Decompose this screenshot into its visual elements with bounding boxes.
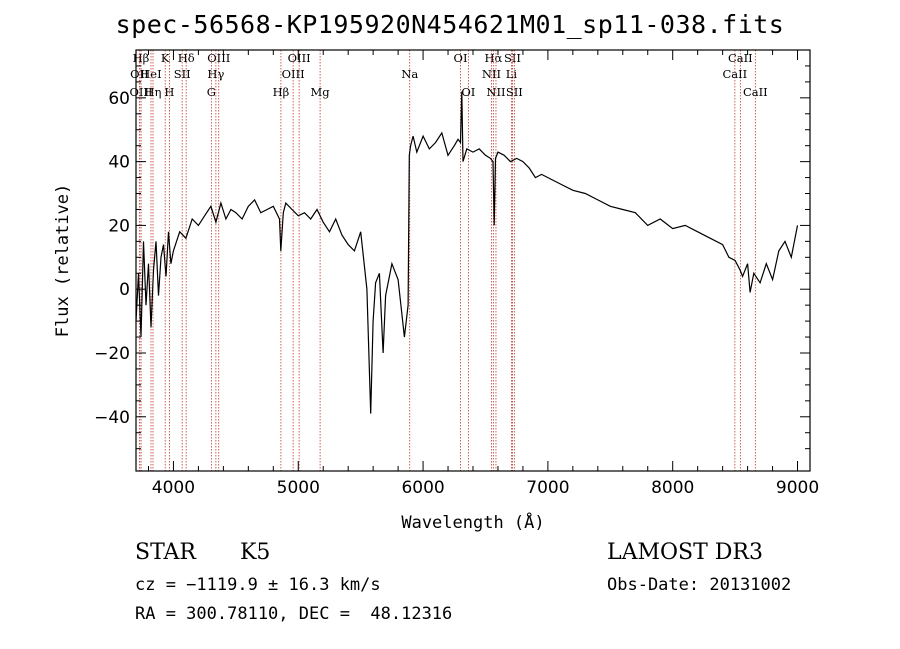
- observation-date: Obs-Date: 20131002: [607, 575, 792, 595]
- x-tick-label: 5000: [277, 478, 320, 498]
- x-tick-label: 7000: [526, 478, 569, 498]
- y-tick-label: 0: [119, 280, 130, 300]
- spectral-line-label: SII: [174, 67, 191, 81]
- spectral-line-label: K: [161, 51, 170, 65]
- spectral-line-label: SII: [506, 85, 523, 99]
- spectral-line-label: Mg: [311, 85, 331, 99]
- survey-name: LAMOST DR3: [607, 540, 763, 565]
- spectral-line-label: Hη: [145, 85, 162, 99]
- x-tick-label: 6000: [401, 478, 444, 498]
- object-subclass: K5: [240, 540, 271, 565]
- spectral-line-label: NII: [486, 85, 505, 99]
- x-tick-label: 4000: [152, 478, 195, 498]
- axis-ticks-layer: 4000 5000 6000 7000 8000 9000 −40 −20 0 20 40 60: [94, 50, 819, 498]
- spectral-line-label: OIII: [129, 85, 152, 99]
- spectral-line-label: OIII: [282, 67, 305, 81]
- spectral-line-label: Na: [401, 67, 418, 81]
- spectral-line-label: Hβ: [133, 51, 150, 65]
- spectral-line-label: CaII: [728, 51, 753, 65]
- series-line-spectrum: [135, 91, 799, 414]
- plot-frame: [135, 49, 811, 472]
- object-class: STAR: [135, 540, 196, 565]
- x-axis-title: Wavelength (Å): [401, 511, 544, 533]
- ra-dec-coordinates: RA = 300.78110, DEC = 48.12316: [135, 604, 453, 624]
- x-tick-label: 8000: [651, 478, 694, 498]
- spectral-line-label: OIII: [207, 51, 230, 65]
- y-tick-label: 40: [108, 153, 130, 173]
- spectral-line-label: Hγ: [207, 67, 224, 81]
- spectral-line-label: CaII: [743, 85, 768, 99]
- y-tick-label: 20: [108, 216, 130, 236]
- spectral-line-label: OI: [461, 85, 475, 99]
- redshift-velocity: cz = −1119.9 ± 16.3 km/s: [135, 575, 381, 595]
- y-tick-label: −20: [94, 344, 130, 364]
- spectral-line-label: OI: [454, 51, 468, 65]
- spectral-line-label: H: [164, 85, 174, 99]
- spectral-line-label: Li: [506, 67, 518, 81]
- y-tick-label: 60: [108, 89, 130, 109]
- spectral-line-label: Hδ: [178, 51, 195, 65]
- spectral-line-label: CaII: [722, 67, 747, 81]
- y-tick-label: −40: [94, 408, 130, 428]
- spectral-line-label: Hα: [484, 51, 502, 65]
- spectral-line-label: HeI: [140, 67, 161, 81]
- spectral-line-label: SII: [504, 51, 521, 65]
- chart-title: spec-56568-KP195920N454621M01_sp11-038.f…: [115, 10, 785, 39]
- spectral-line-label: NII: [482, 67, 501, 81]
- spectral-line-label: Hβ: [273, 85, 290, 99]
- spectral-line-label: OIII: [288, 51, 311, 65]
- spectral-line-label: G: [207, 85, 216, 99]
- x-tick-label: 9000: [776, 478, 819, 498]
- y-axis-title: Flux (relative): [53, 184, 73, 338]
- spectral-line-label: OII: [130, 67, 149, 81]
